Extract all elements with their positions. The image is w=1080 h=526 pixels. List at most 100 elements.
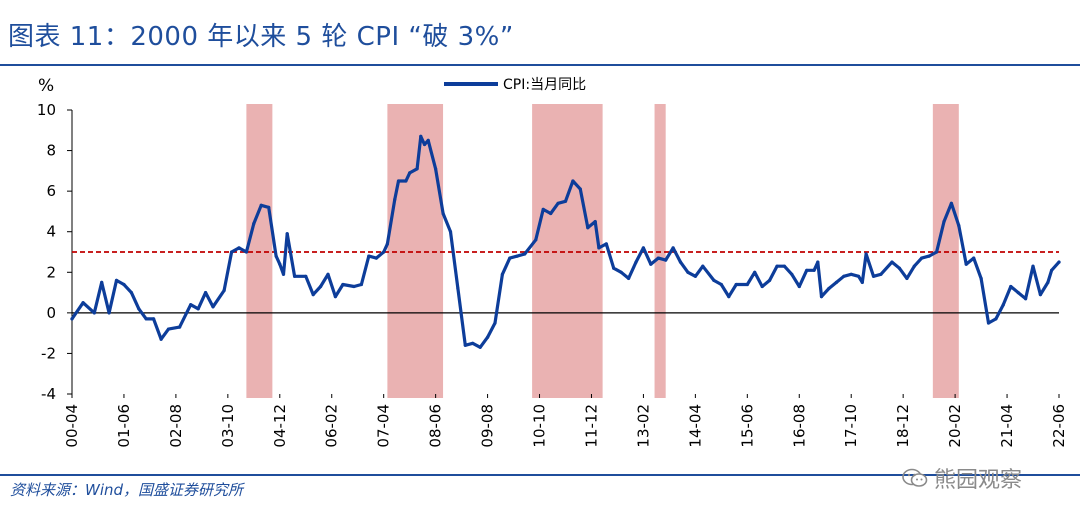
data-point [972, 256, 976, 260]
data-point [819, 295, 824, 299]
data-point [311, 293, 315, 297]
series-line-cpi [70, 134, 1061, 349]
x-tick-label: 21-04 [998, 404, 1016, 448]
data-point [441, 211, 445, 216]
data-point [760, 284, 764, 289]
x-tick-label: 02-08 [167, 404, 185, 448]
data-point [259, 203, 263, 207]
data-point [515, 254, 519, 258]
data-point [70, 317, 74, 321]
y-axis-unit: % [38, 76, 55, 96]
data-point [152, 317, 156, 321]
data-point [523, 252, 527, 256]
data-point [137, 307, 141, 311]
cpi-chart: -4 -2 0 2 4 6 8 10 00-04 01-06 02-08 03-10 04-12 06-0… [37, 77, 1068, 448]
data-point [920, 256, 924, 260]
data-point [396, 179, 401, 183]
data-point [471, 341, 475, 345]
data-point [463, 343, 467, 347]
data-point [419, 134, 423, 138]
data-point [1050, 268, 1054, 272]
data-point [964, 262, 968, 266]
data-point [942, 220, 946, 224]
data-point [912, 264, 916, 268]
shaded-period-3 [532, 104, 603, 398]
data-point [935, 250, 939, 254]
title-divider [0, 64, 1080, 66]
data-point [341, 282, 345, 287]
y-tick-label: 6 [46, 182, 56, 200]
data-point [434, 167, 438, 171]
data-point [107, 311, 111, 315]
x-tick-label: 16-08 [790, 404, 808, 448]
data-point [359, 282, 363, 287]
data-point [864, 252, 868, 256]
shaded-period-2 [387, 104, 444, 398]
data-point [678, 260, 683, 264]
x-tick-label: 20-02 [946, 404, 964, 448]
data-point [1038, 293, 1042, 297]
data-point [541, 207, 545, 211]
data-point [122, 282, 126, 287]
x-tick-label: 08-06 [427, 404, 445, 448]
data-point [849, 272, 853, 276]
data-point [81, 301, 85, 305]
data-point [634, 260, 638, 264]
data-point [556, 201, 560, 205]
data-point [805, 268, 809, 272]
data-point [619, 270, 623, 274]
data-point [114, 278, 119, 282]
footer-divider [0, 474, 1080, 476]
data-point [994, 317, 998, 321]
data-point [593, 220, 597, 224]
x-tick-label: 22-06 [1050, 404, 1068, 448]
data-point [597, 246, 601, 250]
y-tick-label: 8 [46, 142, 56, 160]
data-point [304, 274, 308, 278]
chart-axes: -4 -2 0 2 4 6 8 10 00-04 01-06 02-08 03-10 04-12 06-0… [37, 101, 1068, 448]
x-tick-label: 00-04 [63, 404, 81, 448]
data-point [860, 280, 864, 284]
data-point [204, 291, 208, 295]
data-point [196, 307, 200, 311]
data-point [222, 288, 226, 293]
data-point [422, 142, 427, 147]
data-point [812, 268, 816, 272]
x-tick-label: 15-06 [738, 404, 756, 448]
data-point [352, 284, 356, 289]
x-tick-label: 10-10 [531, 404, 549, 448]
data-point [1016, 291, 1020, 295]
data-point [627, 276, 631, 280]
data-point [927, 254, 931, 258]
x-tick-label: 11-12 [582, 404, 600, 448]
data-point [189, 303, 193, 307]
shaded-period-1 [246, 104, 273, 398]
data-point [986, 321, 991, 325]
data-point [586, 226, 590, 230]
data-point [285, 232, 289, 236]
data-point [178, 325, 182, 329]
shaded-periods [246, 104, 959, 398]
data-point [385, 242, 389, 246]
data-point [719, 282, 723, 287]
data-point [1009, 284, 1013, 289]
data-point [293, 274, 297, 278]
data-point [211, 305, 215, 309]
data-point [1001, 303, 1005, 307]
data-point [842, 274, 846, 278]
data-point [604, 242, 608, 246]
data-point [426, 138, 430, 142]
data-point [237, 246, 241, 250]
data-point [549, 211, 553, 216]
data-point [712, 278, 716, 282]
data-point [404, 179, 408, 183]
data-point [508, 256, 512, 260]
data-point [166, 327, 171, 331]
y-tick-label: -2 [41, 344, 56, 362]
data-point [871, 274, 876, 278]
data-point [578, 187, 582, 191]
data-point [1031, 264, 1035, 268]
data-point [534, 238, 538, 242]
data-point [957, 224, 961, 228]
data-point [979, 276, 983, 280]
